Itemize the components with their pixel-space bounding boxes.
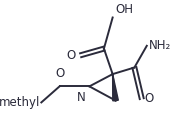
Text: NH₂: NH₂ xyxy=(149,39,172,52)
Polygon shape xyxy=(113,74,118,101)
Text: methyl: methyl xyxy=(0,96,40,109)
Text: O: O xyxy=(144,92,153,105)
Text: O: O xyxy=(55,67,64,80)
Text: O: O xyxy=(66,49,76,62)
Text: N: N xyxy=(77,91,86,104)
Text: OH: OH xyxy=(115,3,133,16)
